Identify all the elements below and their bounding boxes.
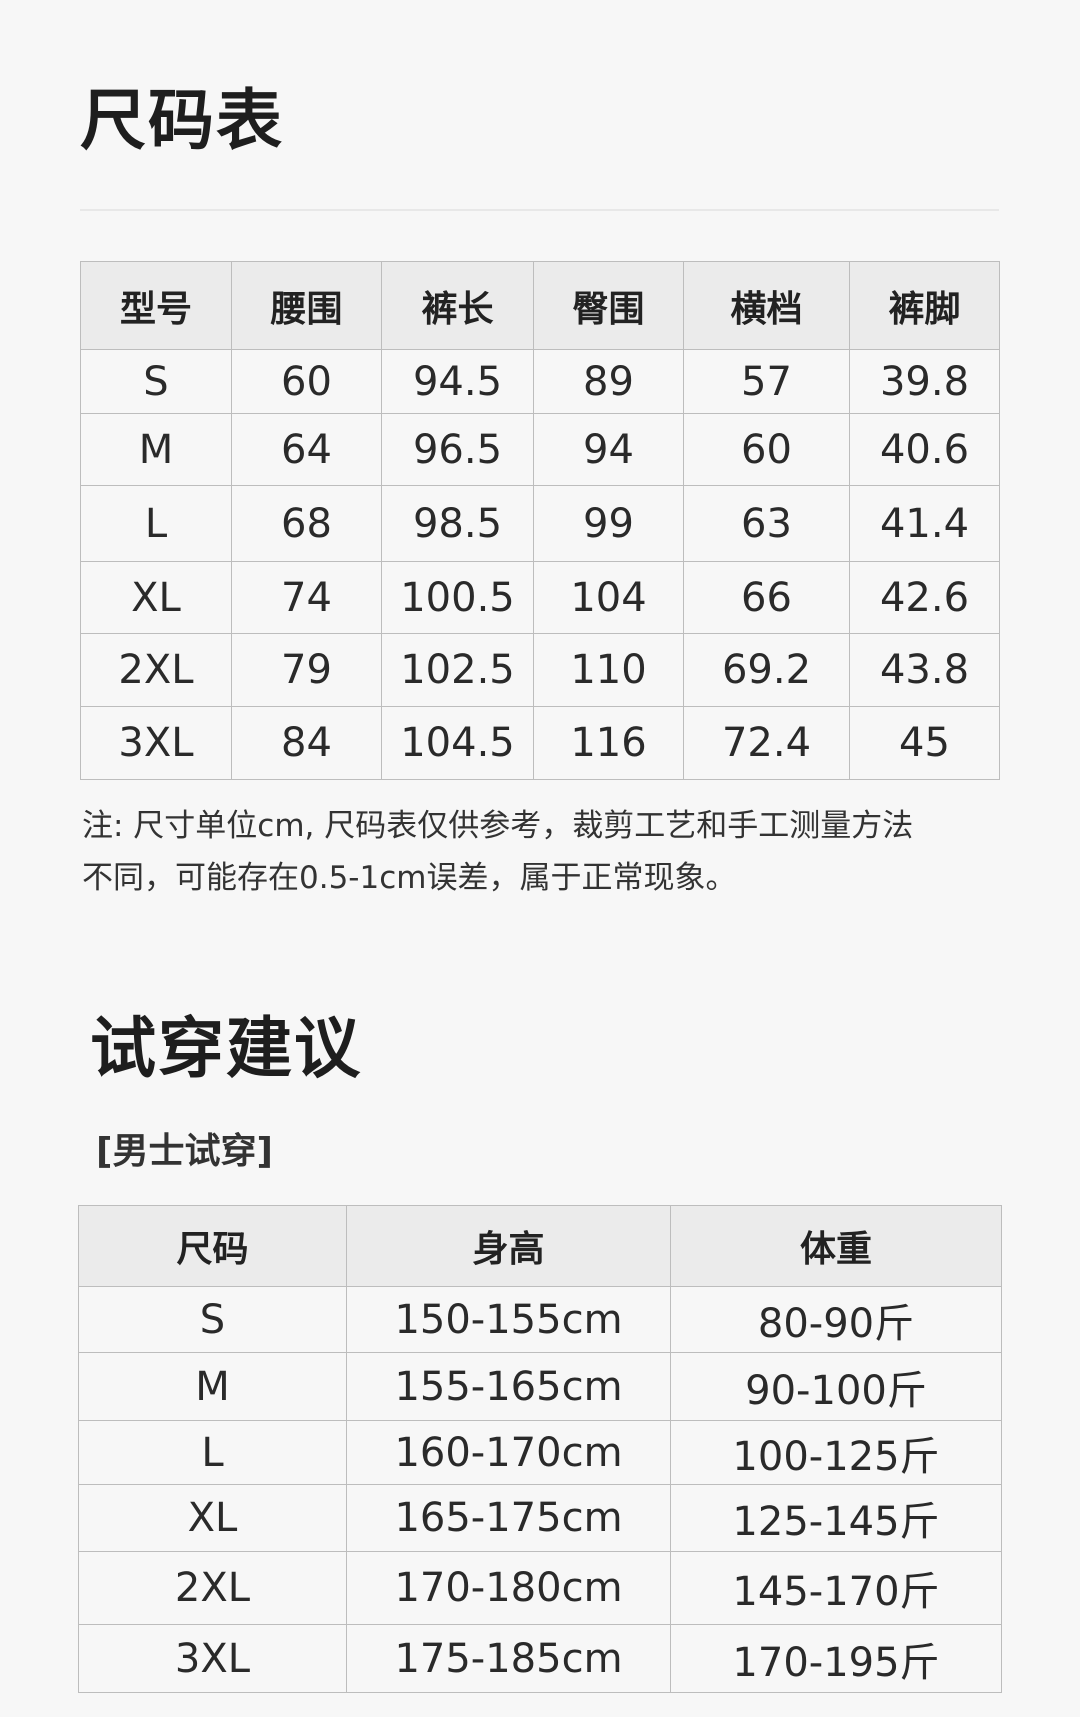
table-cell: 63 — [683, 485, 850, 562]
table-cell: XL — [80, 561, 232, 634]
table-cell: 79 — [231, 633, 382, 707]
table-cell: 104 — [533, 561, 684, 634]
table-row: 2XL 170-180cm 145-170斤 — [78, 1551, 1002, 1625]
table-cell: 66 — [683, 561, 850, 634]
table-cell: 2XL — [80, 633, 232, 707]
table-cell: 68 — [231, 485, 382, 562]
note-line-2: 不同，可能存在0.5-1cm误差，属于正常现象。 — [82, 860, 737, 896]
table-row: L 160-170cm 100-125斤 — [78, 1420, 1002, 1485]
note-line-1: 注: 尺寸单位cm, 尺码表仅供参考，裁剪工艺和手工测量方法 — [82, 808, 914, 844]
table-cell: 60 — [683, 413, 850, 486]
table-cell: 3XL — [80, 706, 232, 780]
table-header-row: 型号 腰围 裤长 臀围 横档 裤脚 — [80, 261, 1000, 350]
size-note: 注: 尺寸单位cm, 尺码表仅供参考，裁剪工艺和手工测量方法 不同，可能存在0.… — [82, 800, 1022, 904]
table-cell: 175-185cm — [346, 1624, 671, 1693]
table-cell: 160-170cm — [346, 1420, 671, 1485]
table-cell: 2XL — [78, 1551, 347, 1625]
table-cell: 145-170斤 — [670, 1551, 1002, 1625]
table-cell: 89 — [533, 349, 684, 414]
table-cell: 42.6 — [849, 561, 1000, 634]
table-cell: 45 — [849, 706, 1000, 780]
table-cell: 64 — [231, 413, 382, 486]
table-cell: 110 — [533, 633, 684, 707]
table-cell: 69.2 — [683, 633, 850, 707]
table-cell: 98.5 — [381, 485, 534, 562]
table-cell: L — [78, 1420, 347, 1485]
table-cell: 43.8 — [849, 633, 1000, 707]
table-cell: 99 — [533, 485, 684, 562]
table-cell: 104.5 — [381, 706, 534, 780]
table-row: XL 165-175cm 125-145斤 — [78, 1484, 1002, 1552]
column-header: 横档 — [683, 261, 850, 350]
table-row: L 68 98.5 99 63 41.4 — [80, 485, 1000, 562]
column-header: 身高 — [346, 1205, 671, 1287]
size-chart-table: 型号 腰围 裤长 臀围 横档 裤脚 S 60 94.5 89 57 39.8 M 64 96.5 94 60 4… — [80, 261, 1000, 780]
table-cell: 96.5 — [381, 413, 534, 486]
table-cell: M — [78, 1352, 347, 1421]
fit-advice-table: 尺码 身高 体重 S 150-155cm 80-90斤 M 155-165cm 90-100斤… — [78, 1205, 1002, 1693]
column-header: 尺码 — [78, 1205, 347, 1287]
table-cell: S — [80, 349, 232, 414]
table-cell: 94 — [533, 413, 684, 486]
table-cell: 116 — [533, 706, 684, 780]
table-cell: 84 — [231, 706, 382, 780]
table-cell: 74 — [231, 561, 382, 634]
table-cell: S — [78, 1286, 347, 1353]
table-cell: 40.6 — [849, 413, 1000, 486]
table-cell: 150-155cm — [346, 1286, 671, 1353]
table-cell: 3XL — [78, 1624, 347, 1693]
table-row: S 60 94.5 89 57 39.8 — [80, 349, 1000, 414]
table-cell: 60 — [231, 349, 382, 414]
table-cell: 39.8 — [849, 349, 1000, 414]
column-header: 腰围 — [231, 261, 382, 350]
column-header: 裤脚 — [849, 261, 1000, 350]
table-row: 2XL 79 102.5 110 69.2 43.8 — [80, 633, 1000, 707]
table-row: 3XL 84 104.5 116 72.4 45 — [80, 706, 1000, 780]
table-cell: 80-90斤 — [670, 1286, 1002, 1353]
table-row: S 150-155cm 80-90斤 — [78, 1286, 1002, 1353]
table-cell: 100-125斤 — [670, 1420, 1002, 1485]
table-cell: 41.4 — [849, 485, 1000, 562]
table-cell: 165-175cm — [346, 1484, 671, 1552]
table-cell: 57 — [683, 349, 850, 414]
divider — [80, 209, 999, 211]
table-row: XL 74 100.5 104 66 42.6 — [80, 561, 1000, 634]
table-cell: 90-100斤 — [670, 1352, 1002, 1421]
table-cell: 170-180cm — [346, 1551, 671, 1625]
table-cell: 72.4 — [683, 706, 850, 780]
table-header-row: 尺码 身高 体重 — [78, 1205, 1002, 1287]
table-cell: 94.5 — [381, 349, 534, 414]
fit-advice-title: 试穿建议 — [90, 1010, 362, 1087]
table-cell: 155-165cm — [346, 1352, 671, 1421]
column-header: 体重 — [670, 1205, 1002, 1287]
table-row: M 64 96.5 94 60 40.6 — [80, 413, 1000, 486]
table-cell: L — [80, 485, 232, 562]
table-cell: M — [80, 413, 232, 486]
table-cell: XL — [78, 1484, 347, 1552]
table-cell: 102.5 — [381, 633, 534, 707]
table-row: M 155-165cm 90-100斤 — [78, 1352, 1002, 1421]
table-cell: 125-145斤 — [670, 1484, 1002, 1552]
column-header: 臀围 — [533, 261, 684, 350]
column-header: 裤长 — [381, 261, 534, 350]
column-header: 型号 — [80, 261, 232, 350]
size-chart-title: 尺码表 — [80, 82, 284, 159]
table-cell: 170-195斤 — [670, 1624, 1002, 1693]
table-row: 3XL 175-185cm 170-195斤 — [78, 1624, 1002, 1693]
fit-advice-subtitle: [男士试穿] — [96, 1131, 273, 1172]
table-cell: 100.5 — [381, 561, 534, 634]
